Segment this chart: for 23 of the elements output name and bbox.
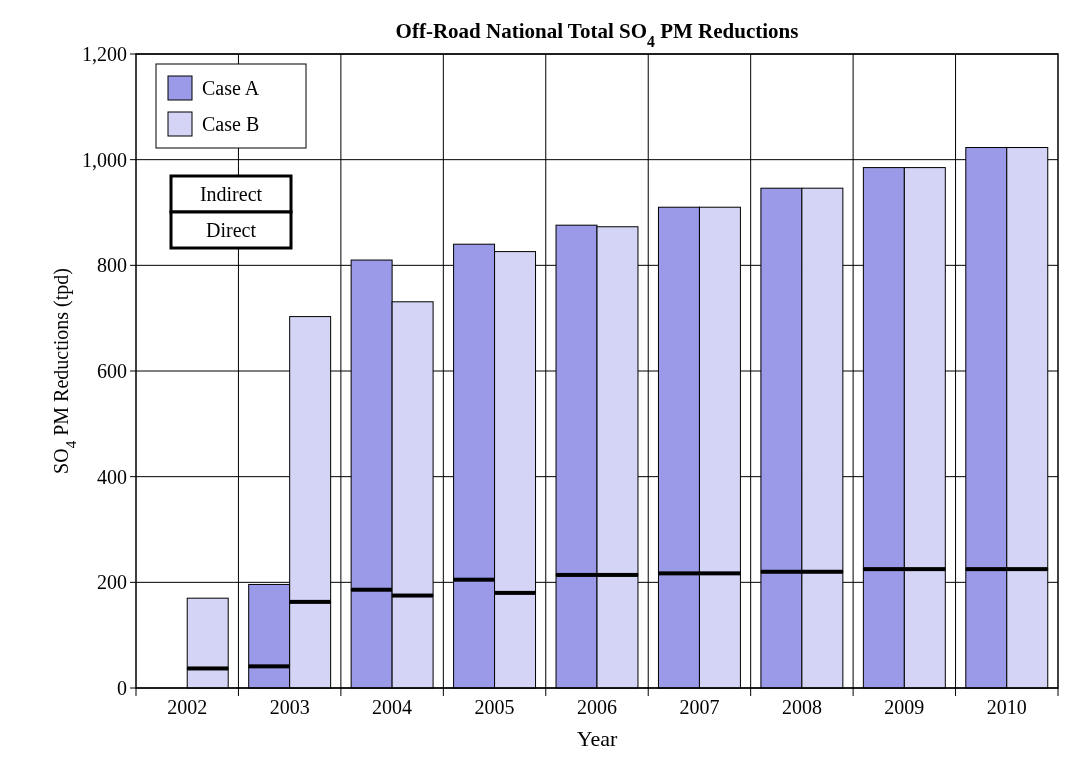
x-tick-label: 2003	[269, 696, 310, 718]
x-tick-label: 2008	[781, 696, 822, 718]
x-tick-label: 2010	[986, 696, 1027, 718]
legend-label: Case B	[202, 113, 260, 135]
y-tick-label: 400	[97, 465, 127, 488]
annotation: Indirect	[199, 183, 263, 205]
y-tick-label: 1,200	[82, 43, 127, 65]
x-axis-title: Year	[576, 726, 618, 751]
x-tick-label: 2006	[577, 696, 617, 718]
annotation: Direct	[206, 219, 257, 241]
y-tick-label: 600	[97, 360, 127, 382]
y-tick-label: 800	[97, 254, 127, 277]
x-tick-label: 2009	[884, 696, 925, 718]
legend-label: Case A	[202, 77, 260, 99]
chart-title: Off-Road National Total SO$_{4}$ PM Reductions	[395, 19, 799, 50]
stack-key: Indirect Direct	[169, 174, 293, 250]
y-tick-label: 1,000	[82, 148, 127, 171]
x-tick-label: 2007	[679, 696, 720, 718]
x-tick-label: 2005	[474, 696, 515, 718]
y-tick-label: 0	[117, 677, 127, 699]
y-tick-label: 200	[97, 571, 127, 594]
x-tick-label: 2004	[372, 696, 413, 718]
x-tick-label: 2002	[167, 696, 208, 718]
